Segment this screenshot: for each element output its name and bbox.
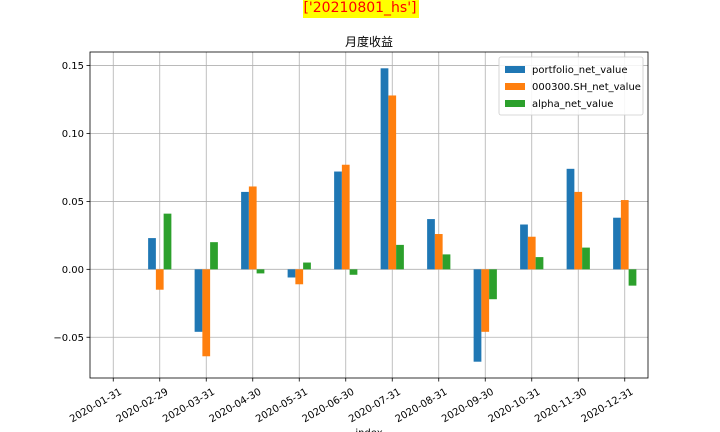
plot-frame [89,51,649,379]
bar [628,269,637,286]
suptitle: ['20210801_hs'] [303,0,416,16]
legend-swatch [505,83,525,90]
x-tick-label: 2020-05-31 [254,387,310,426]
bar [256,269,265,274]
bar [295,269,304,285]
x-tick-label: 2020-07-31 [347,387,403,426]
bar [566,168,575,270]
x-axis-label: index [355,428,382,432]
legend-box [498,56,644,116]
bar [489,269,497,300]
bar [427,219,435,270]
legend-swatch [505,66,525,73]
bar [481,269,490,332]
y-tick-label: 0.10 [62,129,84,140]
legend-swatch [505,100,525,107]
bar [520,224,528,270]
legend: portfolio_net_value 000300.SH_net_valueal… [498,56,644,116]
bar [163,213,172,270]
y-axis: −0.05 0.00 0.05 0.10 0.15 [53,61,90,344]
bar [303,262,311,270]
x-tick-label: 2020-09-30 [440,387,496,426]
x-tick-label: 2020-03-31 [161,387,217,426]
x-tick-label: 2020-02-29 [115,387,171,426]
bar [241,191,249,270]
x-tick-label: 2020-08-31 [394,387,450,426]
bar [202,269,211,357]
x-tick-label: 2020-06-30 [301,387,357,426]
bar [582,247,590,270]
bar [341,164,350,270]
bar [380,68,389,270]
bar [396,244,404,270]
bar [148,238,156,270]
bar [334,171,342,270]
x-tick-label: 2020-12-31 [580,387,636,426]
legend-entry: alpha_net_value [532,99,613,110]
bar [287,269,296,278]
suptitle-background [303,0,419,18]
x-tick-label: 2020-10-31 [487,387,543,426]
x-tick-label: 2020-01-31 [68,387,124,426]
bar [349,269,358,275]
y-tick-label: 0.05 [62,197,84,208]
chart-title: 月度收益 [345,34,393,49]
bar [388,95,397,270]
legend-entry: 000300.SH_net_value [532,82,641,93]
bar [194,269,203,332]
bar [527,236,536,270]
x-tick-label: 2020-11-30 [533,387,589,426]
bars [148,68,637,362]
bar [248,186,257,270]
x-axis: 2020-01-312020-02-292020-03-312020-04-30… [68,378,635,425]
bar [613,217,621,270]
bar [155,269,164,290]
bar [434,234,443,270]
bar [442,254,451,270]
bar [473,269,482,362]
y-tick-label: −0.05 [53,333,84,344]
bar [574,191,583,270]
bar [210,242,218,270]
bar [535,257,544,270]
legend-entry: portfolio_net_value [532,65,628,76]
y-tick-label: 0.15 [62,61,84,72]
x-tick-label: 2020-04-30 [208,387,264,426]
bar [620,200,629,270]
y-tick-label: 0.00 [62,265,84,276]
